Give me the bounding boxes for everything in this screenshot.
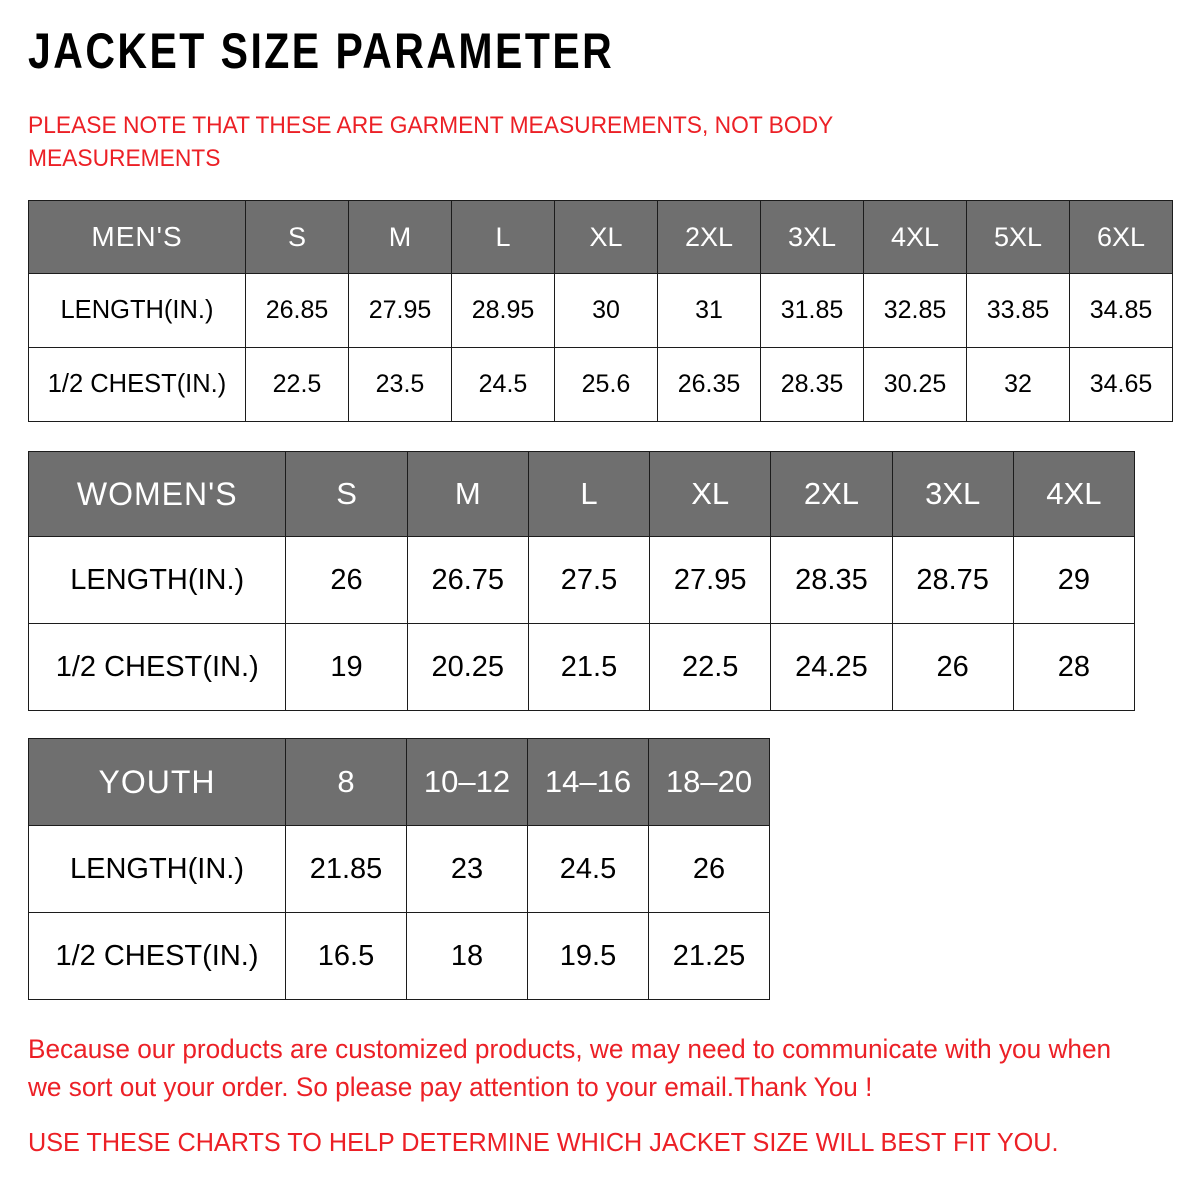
table-cell: 24.5 [527, 825, 649, 913]
table-cell: 25.6 [554, 347, 658, 422]
row-label: 1/2 CHEST(IN.) [28, 347, 246, 422]
table-cell: 32.85 [863, 273, 967, 348]
table-cell: 24.25 [770, 623, 893, 711]
table-cell: 32 [966, 347, 1070, 422]
table-cell: 26 [891, 623, 1014, 711]
column-header-size: 2XL [657, 200, 761, 274]
table-cell: 28.75 [891, 536, 1014, 624]
row-label: 1/2 CHEST(IN.) [28, 912, 286, 1000]
table-cell: 18 [406, 912, 528, 1000]
column-header-size: S [245, 200, 349, 274]
column-header-size: M [406, 451, 529, 537]
column-header-size: 6XL [1069, 200, 1173, 274]
table-row: LENGTH(IN.) 21.85 23 24.5 26 [28, 825, 770, 913]
table-row: 1/2 CHEST(IN.) 19 20.25 21.5 22.5 24.25 … [27, 623, 1136, 711]
womens-size-table: WOMEN'S S M L XL 2XL 3XL 4XL LENGTH(IN.)… [27, 451, 1136, 711]
column-header-size: 2XL [770, 451, 893, 537]
table-cell: 34.65 [1069, 347, 1173, 422]
table-cell: 28.95 [451, 273, 555, 348]
column-header-size: 8 [285, 738, 407, 826]
column-header-size: XL [554, 200, 658, 274]
chart-usage-tip: USE THESE CHARTS TO HELP DETERMINE WHICH… [28, 1127, 1059, 1157]
womens-table-label: WOMEN'S [27, 451, 287, 537]
table-cell: 26 [285, 536, 408, 624]
table-cell: 21.85 [285, 825, 407, 913]
column-header-size: 4XL [863, 200, 967, 274]
table-cell: 31.85 [760, 273, 864, 348]
row-label: LENGTH(IN.) [28, 825, 286, 913]
table-cell: 22.5 [245, 347, 349, 422]
table-cell: 28.35 [760, 347, 864, 422]
column-header-size: 10–12 [406, 738, 528, 826]
column-header-size: 3XL [891, 451, 1014, 537]
table-header-row: WOMEN'S S M L XL 2XL 3XL 4XL [27, 451, 1136, 537]
table-cell: 28 [1012, 623, 1136, 711]
column-header-size: 4XL [1012, 451, 1136, 537]
customization-note: Because our products are customized prod… [28, 1034, 1112, 1103]
garment-measurement-note: PLEASE NOTE THAT THESE ARE GARMENT MEASU… [28, 112, 833, 172]
table-cell: 31 [657, 273, 761, 348]
table-cell: 24.5 [451, 347, 555, 422]
mens-size-table: MEN'S S M L XL 2XL 3XL 4XL 5XL 6XL LENGT… [28, 200, 1173, 422]
table-cell: 30.25 [863, 347, 967, 422]
row-label: 1/2 CHEST(IN.) [27, 623, 287, 711]
column-header-size: L [451, 200, 555, 274]
column-header-size: 18–20 [648, 738, 770, 826]
table-cell: 33.85 [966, 273, 1070, 348]
table-cell: 19.5 [527, 912, 649, 1000]
table-row: 1/2 CHEST(IN.) 22.5 23.5 24.5 25.6 26.35… [28, 347, 1173, 422]
column-header-size: 5XL [966, 200, 1070, 274]
table-cell: 28.35 [770, 536, 893, 624]
page-title: JACKET SIZE PARAMETER [28, 23, 615, 79]
table-cell: 20.25 [406, 623, 529, 711]
column-header-size: S [285, 451, 408, 537]
table-header-row: YOUTH 8 10–12 14–16 18–20 [28, 738, 770, 826]
table-cell: 27.5 [527, 536, 651, 624]
table-header-row: MEN'S S M L XL 2XL 3XL 4XL 5XL 6XL [28, 200, 1173, 274]
table-cell: 26 [648, 825, 770, 913]
row-label: LENGTH(IN.) [28, 273, 246, 348]
row-label: LENGTH(IN.) [27, 536, 287, 624]
column-header-size: L [527, 451, 651, 537]
table-cell: 21.5 [527, 623, 651, 711]
table-cell: 30 [554, 273, 658, 348]
table-cell: 26.75 [406, 536, 529, 624]
table-cell: 34.85 [1069, 273, 1173, 348]
table-cell: 19 [285, 623, 408, 711]
youth-size-table: YOUTH 8 10–12 14–16 18–20 LENGTH(IN.) 21… [28, 738, 770, 1000]
table-cell: 23 [406, 825, 528, 913]
table-cell: 29 [1012, 536, 1136, 624]
youth-table-label: YOUTH [28, 738, 286, 826]
table-cell: 27.95 [649, 536, 772, 624]
table-cell: 27.95 [348, 273, 452, 348]
mens-table-label: MEN'S [28, 200, 246, 274]
column-header-size: 14–16 [527, 738, 649, 826]
column-header-size: XL [649, 451, 772, 537]
table-cell: 21.25 [648, 912, 770, 1000]
table-row: LENGTH(IN.) 26 26.75 27.5 27.95 28.35 28… [27, 536, 1136, 624]
table-cell: 26.85 [245, 273, 349, 348]
table-row: 1/2 CHEST(IN.) 16.5 18 19.5 21.25 [28, 912, 770, 1000]
table-cell: 16.5 [285, 912, 407, 1000]
column-header-size: 3XL [760, 200, 864, 274]
table-row: LENGTH(IN.) 26.85 27.95 28.95 30 31 31.8… [28, 273, 1173, 348]
table-cell: 26.35 [657, 347, 761, 422]
column-header-size: M [348, 200, 452, 274]
table-cell: 22.5 [649, 623, 772, 711]
table-cell: 23.5 [348, 347, 452, 422]
